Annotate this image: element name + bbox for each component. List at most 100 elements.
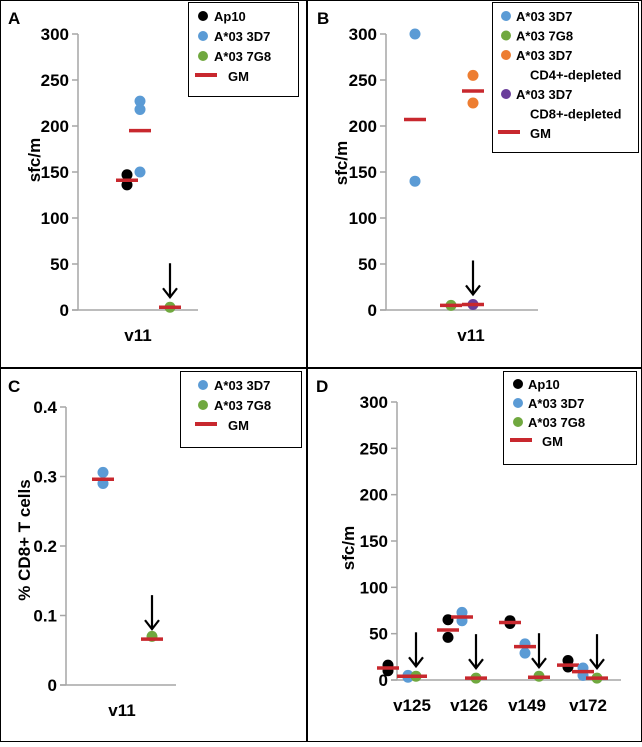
- legend-box: [503, 371, 637, 465]
- legend-marker-a-03-7g8: [501, 30, 511, 41]
- data-point-a-03-3d7: [134, 103, 146, 115]
- y-tick-label: 50: [358, 255, 377, 274]
- category-label-v11: v11: [457, 326, 484, 345]
- y-tick-label: 0: [379, 671, 388, 690]
- y-tick-label: 0: [368, 301, 377, 320]
- category-label-v11: v11: [108, 701, 135, 720]
- panel-label: D: [316, 377, 328, 396]
- y-tick-label: 100: [41, 209, 69, 228]
- legend-marker-ap10: [513, 379, 523, 389]
- y-tick-label: 100: [349, 209, 377, 228]
- legend-label: GM: [228, 418, 249, 433]
- arrow-annotation: [408, 632, 424, 669]
- legend-label: GM: [228, 69, 249, 84]
- data-point-a-03-3d7: [409, 175, 421, 187]
- arrow-head: [531, 657, 547, 670]
- legend: Ap10 A*03 3D7 A*03 7G8 GM: [188, 2, 299, 97]
- legend-label: A*03 3D7: [516, 9, 572, 24]
- y-tick-label: 100: [360, 578, 388, 597]
- y-tick-label: 250: [349, 71, 377, 90]
- legend-marker-a-03-7g8: [513, 417, 523, 427]
- legend-label: A*03 7G8: [214, 49, 271, 64]
- y-tick-label: 300: [41, 25, 69, 44]
- arrow-head: [162, 287, 178, 300]
- legend-sublabel: CD8+-depleted: [530, 107, 621, 122]
- y-tick-label: 150: [360, 532, 388, 551]
- panel-label: C: [8, 377, 20, 396]
- legend-label: A*03 7G8: [214, 398, 271, 413]
- arrow-head: [408, 656, 424, 669]
- y-tick-label: 250: [41, 71, 69, 90]
- y-tick-label: 0.2: [33, 537, 57, 556]
- arrow-annotation: [531, 633, 547, 670]
- legend-label: A*03 3D7: [214, 378, 270, 393]
- data-point-ap10: [121, 179, 133, 191]
- y-tick-label: 50: [369, 625, 388, 644]
- y-axis-title: sfc/m: [332, 141, 351, 185]
- legend-marker-ap10: [198, 11, 208, 21]
- data-point-ap10: [121, 169, 133, 181]
- category-label-v149: v149: [508, 696, 546, 715]
- y-tick-label: 150: [41, 163, 69, 182]
- y-tick-label: 0: [48, 676, 57, 695]
- legend-label: A*03 7G8: [516, 29, 573, 44]
- arrow-annotation: [162, 263, 178, 300]
- legend: A*03 3D7 A*03 7G8 A*03 3D7 CD4+-depleted A*0…: [492, 2, 639, 153]
- y-tick-label: 200: [41, 117, 69, 136]
- legend-marker-a-03-3d7: [513, 398, 523, 408]
- data-point-a-03-3d7: [456, 606, 468, 618]
- legend-marker-a-03-7g8: [198, 400, 208, 410]
- category-label-v125: v125: [393, 696, 431, 715]
- legend-sublabel: CD4+-depleted: [530, 68, 621, 83]
- legend-label: A*03 3D7: [516, 87, 572, 102]
- legend-box: [492, 2, 639, 153]
- data-point-a-03-3d7: [519, 647, 531, 659]
- data-point-a-03-3d7: [97, 466, 109, 478]
- y-tick-label: 200: [360, 486, 388, 505]
- data-point-ap10: [442, 614, 454, 626]
- legend-marker-a-03-3d7: [501, 11, 511, 21]
- legend-label: GM: [530, 126, 551, 141]
- legend-marker-a-03-3d7-cd8-depleted: [501, 89, 511, 99]
- legend-label: A*03 3D7: [528, 396, 584, 411]
- y-axis-title: sfc/m: [339, 526, 358, 570]
- arrow-head: [465, 284, 481, 297]
- arrow-annotation: [465, 260, 481, 297]
- data-point-a-03-3d7: [134, 166, 146, 178]
- legend-label: Ap10: [528, 377, 560, 392]
- y-tick-label: 250: [360, 439, 388, 458]
- legend-label: A*03 3D7: [214, 29, 270, 44]
- legend-marker-a-03-7g8: [198, 51, 208, 61]
- arrow-annotation: [144, 595, 160, 631]
- legend: Ap10 A*03 3D7 A*03 7G8 GM: [503, 371, 637, 465]
- data-point-a-03-3d7: [134, 95, 146, 107]
- data-point-a-03-3d7-cd4-depleted: [467, 97, 479, 109]
- y-tick-label: 0.1: [33, 607, 57, 626]
- legend-marker-a-03-3d7-cd4-depleted: [501, 50, 511, 60]
- y-tick-label: 50: [50, 255, 69, 274]
- legend-label: A*03 3D7: [516, 48, 572, 63]
- category-label-v126: v126: [450, 696, 488, 715]
- arrow-head: [468, 658, 484, 670]
- legend: A*03 3D7 A*03 7G8 GM: [180, 371, 302, 448]
- category-label-v172: v172: [569, 696, 607, 715]
- y-tick-label: 0.4: [33, 398, 57, 417]
- data-point-ap10: [442, 631, 454, 643]
- legend-label: Ap10: [214, 9, 246, 24]
- panel-label: B: [317, 9, 329, 28]
- data-point-a-03-3d7-cd4-depleted: [467, 69, 479, 81]
- y-tick-label: 0.3: [33, 468, 57, 487]
- y-tick-label: 0: [60, 301, 69, 320]
- panel-d: D 0 50 100 150 200 250 300 sfc/m v125 v126 v149 v172…: [307, 368, 642, 742]
- legend-label: GM: [542, 434, 563, 449]
- y-axis-title: sfc/m: [25, 138, 44, 182]
- data-point-a-03-3d7: [409, 28, 421, 40]
- arrow-annotation: [468, 634, 484, 670]
- data-point-ap10: [562, 661, 574, 673]
- y-tick-label: 300: [349, 25, 377, 44]
- y-tick-label: 150: [349, 163, 377, 182]
